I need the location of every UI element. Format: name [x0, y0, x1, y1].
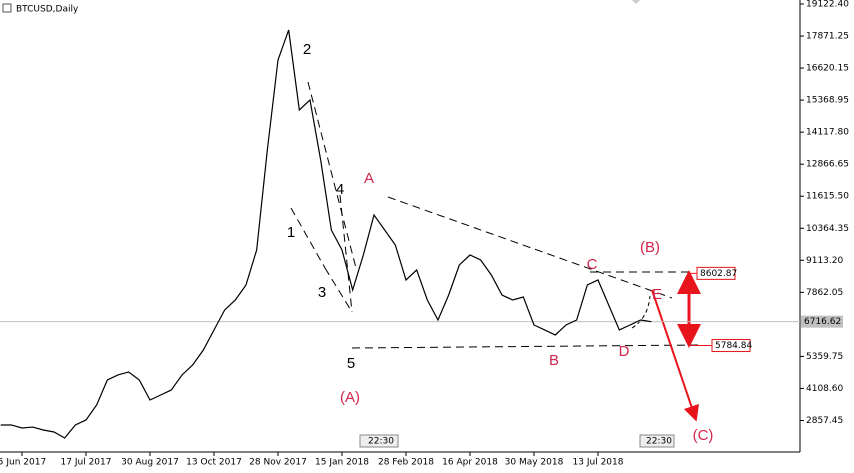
x-tick-label: 30 May 2018 [505, 458, 564, 468]
wave-label: D [619, 343, 630, 360]
level-box [696, 266, 736, 280]
level-label: 5784.84 [715, 341, 752, 351]
y-tick-label: 16620.15 [806, 64, 849, 74]
wave-lines [290, 81, 701, 349]
y-tick-label: 5359.75 [806, 352, 843, 362]
wave-line [324, 267, 353, 313]
current-price-label: 6716.62 [804, 317, 841, 327]
wave-label: A [364, 170, 374, 187]
y-tick-label: 14117.80 [806, 128, 849, 138]
x-tick-label: 17 Jul 2017 [61, 458, 112, 468]
y-tick-label: 15368.95 [806, 96, 849, 106]
wave-label: C [587, 256, 598, 273]
wave-line [339, 194, 353, 313]
time-marker: 22:30 [646, 437, 672, 447]
x-tick-label: 13 Oct 2017 [186, 458, 242, 468]
x-tick-label: 5 Jun 2017 [0, 458, 46, 468]
wave-label: 1 [287, 224, 295, 241]
wave-label: (A) [340, 389, 360, 406]
y-tick-label: 19122.40 [806, 0, 849, 9]
x-tick-label: 30 Aug 2017 [121, 458, 179, 468]
corner-icon [632, 0, 640, 4]
triangle-lower [351, 344, 701, 349]
plot-area [0, 0, 800, 452]
wave-label: (C) [693, 427, 714, 444]
e-curve [631, 295, 651, 329]
time-marker: 22:30 [368, 437, 394, 447]
wave-line [307, 81, 357, 269]
time-marker-box [359, 434, 399, 448]
target-arrow [651, 289, 700, 422]
x-tick-label: 13 Jul 2018 [573, 458, 624, 468]
y-tick-label: 4108.60 [806, 384, 843, 394]
x-tick-label: 28 Feb 2018 [378, 458, 434, 468]
wave-label: 2 [303, 41, 311, 58]
wave-label: 3 [318, 284, 326, 301]
y-tick-label: 12866.65 [806, 160, 849, 170]
wave-label: E [652, 286, 662, 303]
x-tick-label: 16 Apr 2018 [442, 458, 498, 468]
price-line [0, 29, 652, 439]
symbol-icon [2, 3, 12, 13]
wave-label: (B) [640, 239, 660, 256]
x-tick-label: 28 Nov 2017 [249, 458, 307, 468]
wave-line [290, 207, 326, 269]
wave-label: 4 [336, 181, 344, 198]
wave-label: 5 [347, 355, 355, 372]
y-tick-label: 2857.45 [806, 416, 843, 426]
level-box [711, 339, 751, 353]
level-label: 8602.87 [700, 269, 737, 279]
y-tick-label: 7862.05 [806, 288, 843, 298]
y-tick-label: 10364.35 [806, 224, 849, 234]
wave-label: B [549, 352, 559, 369]
chart-title: BTCUSD,Daily [16, 5, 79, 15]
y-tick-label: 11615.50 [806, 192, 849, 202]
y-tick-label: 17871.25 [806, 32, 849, 42]
current-price-box [801, 315, 843, 328]
y-tick-label: 9113.20 [806, 256, 843, 266]
triangle-upper [387, 196, 673, 299]
time-marker-box [639, 434, 675, 448]
x-tick-label: 15 Jan 2018 [315, 458, 369, 468]
